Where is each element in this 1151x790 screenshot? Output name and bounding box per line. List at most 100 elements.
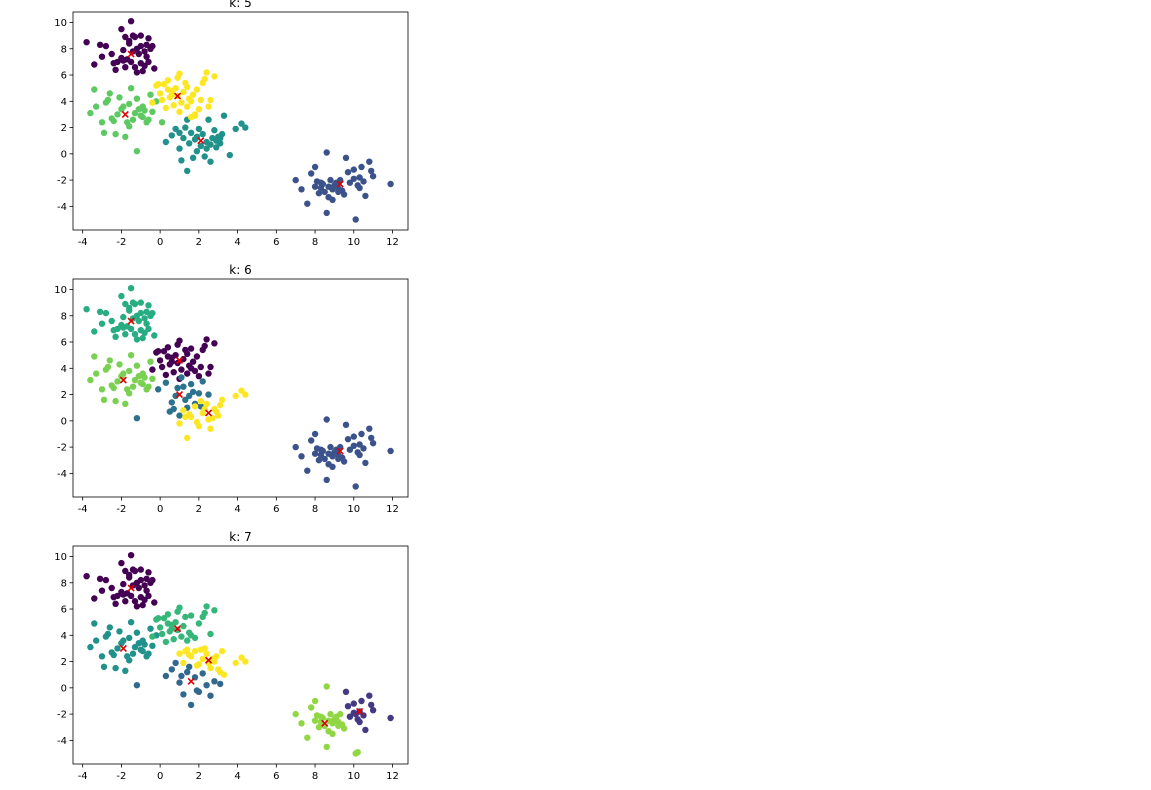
centroid-marker [175, 356, 184, 364]
data-point [186, 392, 193, 400]
data-point [186, 651, 193, 659]
data-point [337, 710, 344, 718]
data-point [298, 720, 305, 727]
data-point [141, 62, 148, 69]
data-point [187, 380, 195, 388]
data-point [118, 25, 125, 33]
data-point [116, 361, 123, 368]
data-point [203, 336, 210, 343]
data-point [139, 380, 146, 388]
data-point [304, 467, 311, 474]
data-point [96, 308, 104, 315]
data-point [368, 434, 375, 442]
data-point [387, 714, 394, 722]
data-point [325, 183, 332, 190]
y-tick-label: -4 [57, 736, 67, 747]
x-tick-label: -4 [78, 504, 88, 515]
y-tick-label: 0 [61, 683, 67, 694]
centroid-marker [121, 110, 129, 118]
y-tick-label: -4 [57, 202, 67, 213]
data-point [180, 134, 187, 142]
data-point [133, 95, 141, 102]
data-point [155, 386, 162, 393]
data-point [133, 603, 141, 610]
data-point [120, 324, 127, 331]
data-point [139, 637, 146, 644]
data-point [321, 188, 328, 196]
data-point [304, 200, 311, 207]
data-point [139, 370, 146, 377]
x-tick-label: -2 [116, 504, 126, 515]
data-point [131, 33, 139, 41]
data-point [145, 569, 152, 576]
data-point [174, 384, 181, 392]
data-point [164, 620, 172, 627]
data-point [91, 353, 98, 360]
data-point [186, 663, 193, 670]
data-point [120, 591, 127, 598]
data-point [186, 140, 193, 147]
data-point [137, 309, 144, 317]
data-point [178, 366, 185, 373]
data-point [195, 106, 203, 113]
data-point [147, 45, 154, 52]
data-point [112, 66, 119, 74]
centroid-stroke [127, 317, 135, 325]
x-tick-label: 2 [196, 237, 202, 248]
data-point [143, 308, 150, 315]
data-point [137, 42, 144, 50]
data-point [193, 687, 201, 694]
data-point [362, 459, 369, 467]
data-point [308, 170, 315, 177]
data-point [143, 53, 150, 60]
plot-frame [72, 545, 409, 765]
data-point [184, 167, 191, 175]
data-point [176, 412, 183, 419]
data-point [133, 148, 141, 155]
data-point [193, 353, 201, 360]
data-point [129, 383, 137, 390]
plot-frame [72, 278, 409, 498]
data-point [308, 704, 315, 711]
data-point [83, 39, 90, 46]
data-point [315, 457, 323, 464]
data-point [104, 630, 112, 638]
data-point [162, 379, 170, 386]
data-point [129, 650, 137, 657]
centroid-stroke [174, 625, 182, 633]
centroid-stroke [127, 50, 135, 58]
data-point [122, 63, 129, 71]
data-point [182, 396, 189, 403]
data-point [126, 367, 133, 375]
data-point [178, 672, 185, 680]
x-tick-label: 10 [347, 771, 360, 782]
data-point [174, 341, 181, 348]
data-point [116, 628, 123, 635]
data-point [340, 725, 348, 732]
data-point [87, 109, 94, 117]
y-tick-label: 4 [61, 364, 67, 375]
data-point [137, 566, 144, 573]
y-tick-label: 6 [61, 338, 67, 349]
x-tick-label: 12 [386, 771, 399, 782]
data-point [160, 348, 168, 355]
data-point [139, 601, 146, 609]
data-point [131, 331, 139, 338]
data-point [197, 397, 204, 405]
y-tick-label: 8 [61, 311, 67, 322]
data-point [325, 450, 332, 457]
y-tick-label: -2 [57, 443, 67, 454]
data-point [180, 407, 187, 414]
data-point [217, 401, 224, 409]
data-point [366, 158, 373, 165]
data-point [158, 96, 166, 104]
data-point [323, 476, 330, 484]
data-point [327, 176, 334, 184]
data-point [141, 48, 148, 55]
data-point [122, 33, 129, 41]
data-point [133, 629, 141, 636]
data-point [149, 633, 156, 640]
data-point [108, 317, 115, 325]
y-tick-label: 4 [61, 97, 67, 108]
